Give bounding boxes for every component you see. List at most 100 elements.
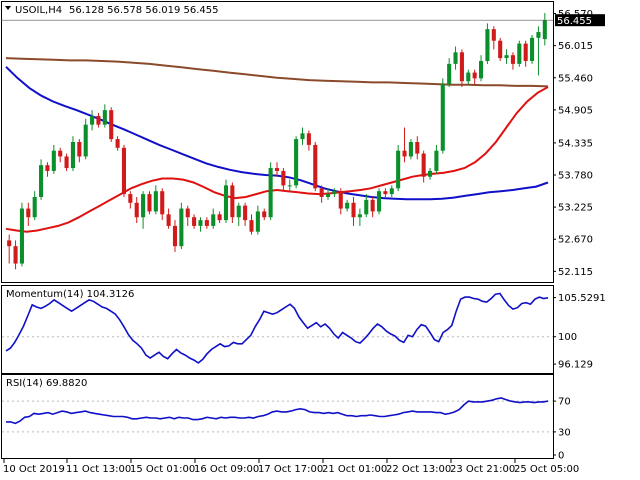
rsi-line xyxy=(6,397,549,425)
price-tick: 55.460 xyxy=(558,73,593,84)
price-tick: 52.670 xyxy=(558,235,593,246)
candle-body xyxy=(485,29,490,61)
candle-body xyxy=(338,191,343,209)
candle-body xyxy=(357,214,362,218)
last-price-value: 56.455 xyxy=(557,16,592,27)
main-panel-frame xyxy=(1,1,554,283)
candle-body xyxy=(153,191,158,212)
rsi-grid xyxy=(2,400,556,456)
price-tick: 54.905 xyxy=(558,105,593,116)
candle-body xyxy=(160,191,165,215)
main-panel: USOIL,H4 56.128 56.578 56.019 56.455 56.… xyxy=(1,1,605,283)
candle-body xyxy=(427,170,433,177)
candle-body xyxy=(491,29,496,41)
candle-body xyxy=(396,150,401,189)
candle-body xyxy=(319,188,324,197)
candle-body xyxy=(217,214,222,221)
candle-body xyxy=(90,115,95,125)
price-tick: 56.015 xyxy=(558,41,593,52)
candle-body xyxy=(172,225,178,247)
candle-body xyxy=(472,72,477,79)
time-tick: 10 Oct 2019 xyxy=(3,464,65,475)
candle-body xyxy=(313,144,318,189)
main-grid xyxy=(553,13,556,272)
time-tick: 15 Oct 01:00 xyxy=(130,464,195,475)
momentum-tick: 105.5291 xyxy=(558,293,606,304)
rsi-label: RSI(14) 69.8820 xyxy=(6,378,87,389)
momentum-line xyxy=(5,292,549,364)
candle-body xyxy=(236,205,241,218)
candle-body xyxy=(230,185,235,218)
candle-body xyxy=(408,142,413,157)
candle-body xyxy=(262,211,267,218)
candle-body xyxy=(376,191,382,212)
candle-body xyxy=(325,194,331,197)
ma-red-path xyxy=(5,86,549,233)
oscillator-path xyxy=(5,292,549,364)
main-price-axis: 56.570 56.015 55.460 54.905 54.335 53.78… xyxy=(558,9,593,278)
candle-body xyxy=(141,194,146,218)
candle-body xyxy=(268,168,273,218)
rsi-panel: RSI(14) 69.8820 70 30 0 xyxy=(1,374,571,462)
candle-body xyxy=(147,194,152,212)
candle-body xyxy=(102,110,107,125)
rsi-tick: 70 xyxy=(558,397,571,408)
last-price-badge-bg xyxy=(555,14,605,27)
price-tick: 53.225 xyxy=(558,203,593,214)
candle-body xyxy=(198,220,203,226)
candle-body xyxy=(96,115,101,125)
time-tick: 21 Oct 01:00 xyxy=(322,464,387,475)
momentum-panel: Momentum(14) 104.3126 105.5291 100 96.12… xyxy=(1,285,606,374)
candle-body xyxy=(166,214,171,226)
candle-body xyxy=(479,60,484,79)
candle-body xyxy=(51,150,56,171)
time-tick: 11 Oct 13:00 xyxy=(66,464,131,475)
time-tick: 22 Oct 13:00 xyxy=(386,464,451,475)
momentum-tick: 96.129 xyxy=(558,360,593,371)
candle-body xyxy=(389,188,394,195)
symbol-header: USOIL,H4 56.128 56.578 56.019 56.455 xyxy=(5,5,219,16)
candle-body xyxy=(70,142,75,169)
candle-body xyxy=(542,20,547,40)
candle-body xyxy=(83,124,88,157)
momentum-tick: 100 xyxy=(558,332,577,343)
momentum-axis: 105.5291 100 96.129 xyxy=(558,293,606,371)
candle-body xyxy=(383,191,388,195)
candle-body xyxy=(421,153,426,177)
candle-body xyxy=(364,199,369,215)
candle-body xyxy=(128,194,133,203)
candle-body xyxy=(351,202,356,218)
candle-body xyxy=(211,214,216,226)
ma-brown-path xyxy=(5,57,549,88)
price-tick: 53.780 xyxy=(558,170,593,181)
candle-body xyxy=(332,191,337,195)
ma-red-line xyxy=(5,86,549,233)
candle-body xyxy=(517,43,522,64)
last-price-badge: 56.455 xyxy=(555,14,605,27)
candle-body xyxy=(287,185,292,187)
candle-body xyxy=(274,168,280,171)
candle-body xyxy=(370,199,375,212)
candle-body xyxy=(121,147,127,195)
candle-body xyxy=(249,220,254,232)
candle-body xyxy=(453,52,458,64)
candle-body xyxy=(58,150,63,157)
time-tick: 23 Oct 21:00 xyxy=(450,464,515,475)
candle-body xyxy=(77,142,82,157)
candles xyxy=(7,13,547,270)
price-tick: 52.115 xyxy=(558,267,593,278)
ohlc-label: 56.128 56.578 56.019 56.455 xyxy=(69,5,219,16)
candle-body xyxy=(7,240,12,247)
candle-body xyxy=(434,150,439,171)
time-axis: 10 Oct 2019 11 Oct 13:00 15 Oct 01:00 16… xyxy=(3,459,579,475)
ma-brown-line xyxy=(5,57,549,88)
momentum-label: Momentum(14) 104.3126 xyxy=(6,289,134,300)
candle-body xyxy=(19,208,24,264)
oscillator-path xyxy=(6,397,549,425)
candle-body xyxy=(504,55,509,59)
candle-body xyxy=(345,202,350,209)
candle-body xyxy=(281,170,286,186)
symbol-label: USOIL,H4 xyxy=(15,5,62,16)
